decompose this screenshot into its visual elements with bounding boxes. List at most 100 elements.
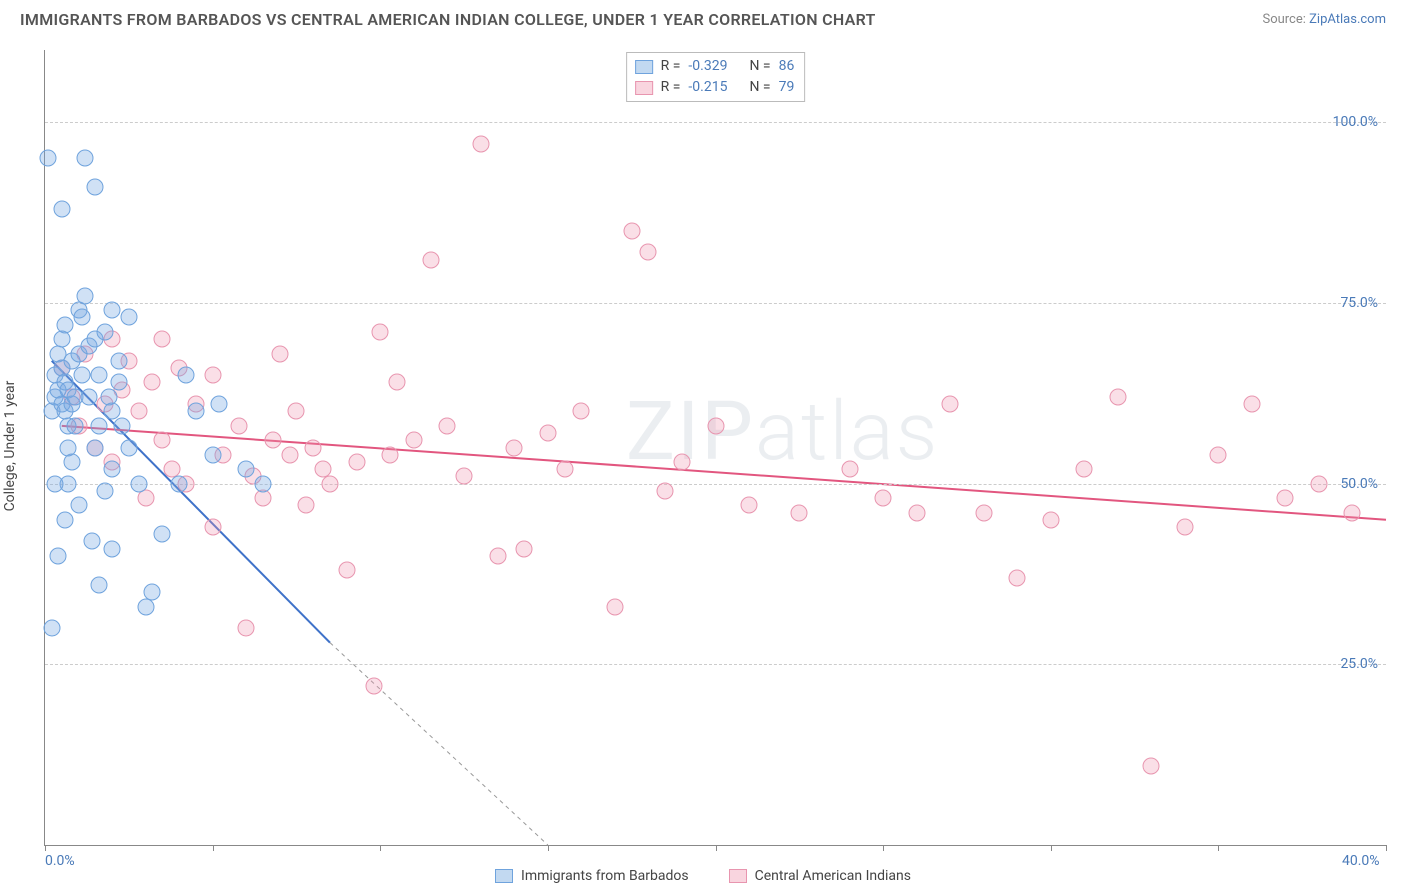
x-tick (380, 845, 381, 851)
data-point (657, 482, 674, 499)
swatch-blue (495, 869, 513, 883)
data-point (77, 287, 94, 304)
watermark-bold: ZIP (626, 384, 755, 480)
y-axis-title: College, Under 1 year (2, 381, 18, 512)
data-point (204, 446, 221, 463)
data-point (472, 135, 489, 152)
data-point (875, 490, 892, 507)
data-point (110, 374, 127, 391)
data-point (288, 403, 305, 420)
legend-row-barbados: R = -0.329 N = 86 (635, 56, 795, 77)
legend-item-cai: Central American Indians (729, 868, 911, 884)
data-point (372, 323, 389, 340)
data-point (204, 519, 221, 536)
data-point (104, 540, 121, 557)
gridline (45, 484, 1386, 485)
data-point (43, 620, 60, 637)
data-point (305, 439, 322, 456)
data-point (382, 446, 399, 463)
data-point (321, 475, 338, 492)
data-point (154, 432, 171, 449)
data-point (271, 345, 288, 362)
data-point (1344, 504, 1361, 521)
gridline (45, 664, 1386, 665)
data-point (1277, 490, 1294, 507)
data-point (1176, 519, 1193, 536)
data-point (573, 403, 590, 420)
data-point (264, 432, 281, 449)
data-point (389, 374, 406, 391)
data-point (741, 497, 758, 514)
n-value: 79 (779, 77, 795, 98)
data-point (231, 417, 248, 434)
data-point (110, 352, 127, 369)
swatch-blue (635, 60, 653, 74)
series-label: Immigrants from Barbados (521, 868, 689, 884)
x-tick (548, 845, 549, 851)
data-point (154, 526, 171, 543)
x-tick (1218, 845, 1219, 851)
data-point (187, 403, 204, 420)
r-label: R = (661, 77, 681, 98)
data-point (1243, 396, 1260, 413)
source-prefix: Source: (1262, 12, 1309, 27)
data-point (623, 222, 640, 239)
x-tick-label: 0.0% (45, 853, 75, 869)
trend-line (330, 643, 548, 845)
data-point (338, 562, 355, 579)
data-point (87, 179, 104, 196)
data-point (87, 439, 104, 456)
data-point (130, 403, 147, 420)
n-value: 86 (779, 56, 795, 77)
data-point (77, 150, 94, 167)
data-point (171, 475, 188, 492)
data-point (1076, 461, 1093, 478)
data-point (40, 150, 57, 167)
watermark: ZIPatlas (626, 384, 939, 480)
y-tick-label: 100.0% (1333, 114, 1378, 130)
x-tick-label: 40.0% (1342, 853, 1380, 869)
data-point (104, 302, 121, 319)
data-point (53, 201, 70, 218)
data-point (1042, 511, 1059, 528)
data-point (53, 331, 70, 348)
data-point (238, 461, 255, 478)
legend-row-cai: R = -0.215 N = 79 (635, 77, 795, 98)
data-point (254, 490, 271, 507)
data-point (405, 432, 422, 449)
data-point (211, 396, 228, 413)
data-point (841, 461, 858, 478)
gridline (45, 303, 1386, 304)
data-point (204, 367, 221, 384)
data-point (439, 417, 456, 434)
data-point (144, 374, 161, 391)
n-label: N = (749, 56, 770, 77)
data-point (1210, 446, 1227, 463)
data-point (70, 497, 87, 514)
data-point (908, 504, 925, 521)
r-value: -0.329 (688, 56, 727, 77)
data-point (80, 388, 97, 405)
data-point (422, 251, 439, 268)
data-point (791, 504, 808, 521)
data-point (104, 461, 121, 478)
data-point (137, 490, 154, 507)
source-link[interactable]: ZipAtlas.com (1309, 12, 1386, 27)
data-point (281, 446, 298, 463)
data-point (1310, 475, 1327, 492)
x-tick (1386, 845, 1387, 851)
data-point (516, 540, 533, 557)
n-label: N = (749, 77, 770, 98)
x-tick (213, 845, 214, 851)
data-point (120, 309, 137, 326)
data-point (73, 309, 90, 326)
data-point (144, 584, 161, 601)
data-point (707, 417, 724, 434)
y-tick-label: 25.0% (1340, 656, 1378, 672)
data-point (97, 323, 114, 340)
chart-title: IMMIGRANTS FROM BARBADOS VS CENTRAL AMER… (20, 10, 876, 29)
data-point (73, 367, 90, 384)
data-point (506, 439, 523, 456)
scatter-plot-area: ZIPatlas R = -0.329 N = 86 R = -0.215 N … (44, 50, 1386, 846)
data-point (137, 598, 154, 615)
